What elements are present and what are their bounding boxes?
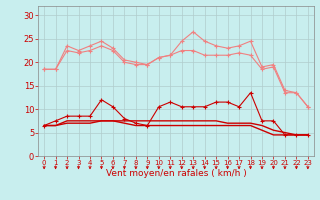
- X-axis label: Vent moyen/en rafales ( km/h ): Vent moyen/en rafales ( km/h ): [106, 169, 246, 178]
